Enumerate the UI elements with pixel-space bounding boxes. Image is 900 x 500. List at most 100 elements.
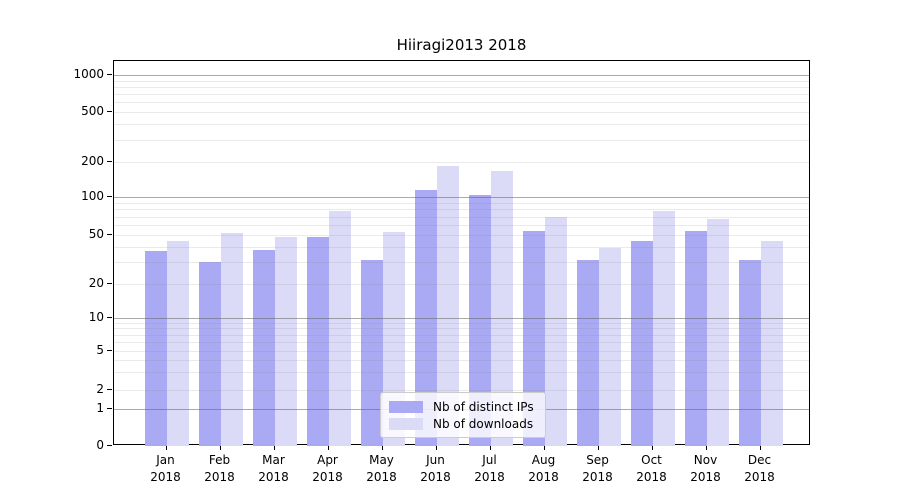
gridline-major (114, 317, 809, 319)
gridline-minor (114, 225, 809, 226)
x-axis-tick (273, 445, 275, 450)
bar-downloads (706, 218, 729, 446)
gridline-minor (114, 351, 809, 352)
y-axis-tick-label: 0 (96, 438, 104, 452)
legend-label: Nb of distinct IPs (433, 399, 534, 414)
bar-downloads (760, 240, 783, 446)
gridline-minor (114, 328, 809, 330)
x-axis-tick (705, 445, 707, 450)
x-axis-tick-label-year: 2018 (258, 470, 289, 484)
y-axis-tick-label: 1 (96, 401, 104, 415)
x-axis-tick-label-year: 2018 (150, 470, 181, 484)
bar-downloads (490, 171, 513, 446)
gridline-minor (114, 139, 809, 141)
x-axis-tick (219, 445, 221, 450)
x-axis-tick-label-year: 2018 (420, 470, 451, 484)
bar-downloads (328, 210, 351, 446)
gridline-minor (114, 334, 809, 336)
x-axis-tick-label-month: Dec (747, 453, 772, 467)
gridline-minor (114, 360, 809, 362)
y-axis-tick-label: 10 (88, 309, 104, 324)
x-axis-tick-label: Sep 2018 (571, 452, 625, 486)
x-axis-tick (489, 445, 491, 450)
y-axis-tick (107, 388, 112, 390)
gridline-minor (114, 123, 809, 125)
y-axis-tick-label: 5 (96, 343, 104, 357)
x-axis-tick (759, 445, 761, 450)
x-axis-tick-label-month: Jan (156, 453, 175, 467)
x-axis-tick-label: Aug 2018 (517, 452, 571, 486)
gridline-minor (114, 246, 809, 248)
y-axis-tick-label: 50 (88, 227, 104, 241)
gridline-minor (114, 162, 809, 163)
y-axis-tick-label: 20 (88, 275, 104, 290)
gridline-minor (114, 93, 809, 95)
y-axis-tick (107, 282, 112, 284)
x-axis-tick (435, 445, 437, 450)
bar-downloads (274, 237, 297, 446)
y-axis-tick-label: 500 (81, 103, 104, 118)
legend-label: Nb of downloads (433, 416, 534, 431)
x-axis-tick-label: Apr 2018 (301, 452, 355, 486)
y-axis-tick-label: 2 (96, 381, 104, 396)
y-axis-tick (107, 196, 112, 197)
x-axis-tick-label-month: Apr (317, 453, 338, 467)
gridline-minor (114, 111, 809, 113)
x-axis-tick-label: Dec 2018 (733, 452, 787, 486)
x-axis-tick-label: Jul 2018 (463, 452, 517, 486)
x-axis-tick-label-year: 2018 (690, 470, 721, 484)
legend: Nb of distinct IPs Nb of downloads (380, 392, 546, 438)
x-axis-tick-label: Jun 2018 (409, 452, 463, 486)
gridline-major (114, 197, 809, 198)
y-axis-tick (107, 161, 112, 162)
y-axis-tick (107, 234, 112, 235)
x-axis-tick-label-month: Sep (586, 453, 609, 467)
bar-downloads (220, 232, 243, 446)
x-axis-tick-label: Oct 2018 (625, 452, 679, 486)
x-axis-tick-label: Jan 2018 (139, 452, 193, 486)
x-axis-tick-label-year: 2018 (312, 470, 343, 484)
gridline-minor (114, 389, 809, 391)
x-axis-tick-label-month: Oct (641, 453, 662, 467)
chart-title: Hiiragi2013 2018 (396, 36, 527, 54)
x-axis-tick-label: Mar 2018 (247, 452, 301, 486)
y-axis-tick (107, 110, 112, 112)
gridline-minor (114, 262, 809, 264)
bar-downloads (166, 240, 189, 446)
x-axis-tick-label: May 2018 (355, 452, 409, 486)
bar-distinct-ips (468, 195, 491, 446)
x-axis-tick-label-month: May (369, 453, 394, 467)
y-axis-tick-label: 200 (81, 154, 104, 168)
bar-downloads (652, 210, 675, 446)
gridline-minor (114, 80, 809, 82)
bar-distinct-ips (306, 237, 329, 446)
y-axis-tick (107, 350, 112, 351)
x-axis-tick-label-year: 2018 (204, 470, 235, 484)
x-axis-tick-label-month: Feb (208, 453, 231, 467)
x-axis-tick-label-month: Mar (262, 453, 285, 467)
x-axis-tick-label-year: 2018 (582, 470, 613, 484)
x-axis-tick (543, 445, 545, 450)
legend-item-distinct-ips: Nb of distinct IPs (389, 398, 537, 415)
gridline-major (114, 75, 809, 76)
bar-distinct-ips (360, 260, 383, 446)
legend-swatch-icon (389, 400, 423, 413)
y-axis-tick (107, 74, 112, 75)
bar-downloads (436, 165, 459, 446)
x-axis-tick (327, 445, 329, 450)
gridline-minor (114, 342, 809, 344)
x-axis-tick-label-year: 2018 (528, 470, 559, 484)
x-axis-tick (651, 445, 653, 450)
bar-distinct-ips (252, 249, 275, 446)
bar-downloads (544, 216, 567, 446)
x-axis-tick-label-month: Nov (693, 453, 718, 467)
x-axis-tick-label-year: 2018 (636, 470, 667, 484)
x-axis-tick-label-year: 2018 (366, 470, 397, 484)
gridline-minor (114, 235, 809, 236)
y-axis-tick (107, 408, 112, 409)
x-axis-tick-label-month: Jun (426, 453, 445, 467)
x-axis-tick-label-month: Jul (482, 453, 497, 467)
x-axis-tick-label-year: 2018 (474, 470, 505, 484)
y-axis-tick (107, 445, 112, 446)
y-axis-tick-label: 1000 (73, 67, 104, 81)
